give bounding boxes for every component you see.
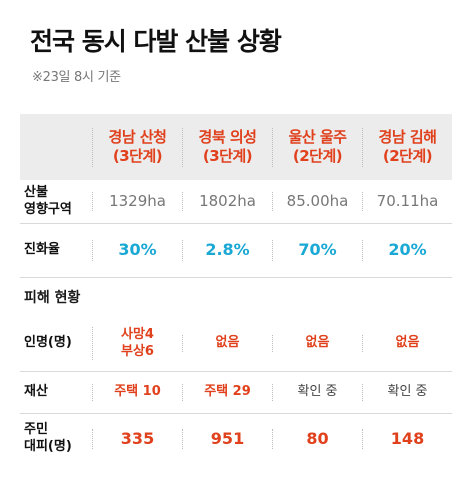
row-label-line: 대피(명) [24, 439, 72, 454]
table-header-row: 경남 산청 (3단계) 경북 의성 (3단계) 울산 울주 (2단계) 경남 김… [20, 114, 452, 180]
area-value: 1802ha [182, 191, 272, 212]
area-value: 85.00ha [272, 191, 362, 212]
region-name: 경남 산청 [108, 127, 167, 146]
casualty-injuries: 부상6 [121, 343, 154, 359]
containment-value: 70% [272, 240, 362, 261]
row-label-line: 주민 [24, 422, 48, 438]
row-label-containment: 진화율 [24, 242, 60, 258]
containment-value: 20% [362, 240, 452, 261]
casualty-value: 사망4 부상6 [92, 326, 182, 361]
property-value: 확인 중 [362, 384, 452, 401]
evacuation-value: 335 [92, 428, 182, 450]
section-label-damage: 피해 현황 [24, 290, 81, 306]
area-value: 70.11ha [362, 191, 452, 212]
evacuation-value: 148 [362, 428, 452, 450]
table-row-casualties: 인명(명) 사망4 부상6 없음 없음 없음 [20, 316, 452, 372]
table-row-affected-area: 산불 영향구역 1329ha 1802ha 85.00ha 70.11ha [20, 180, 452, 224]
property-value: 주택 10 [92, 384, 182, 401]
column-header-ulju: 울산 울주 (2단계) [272, 127, 362, 167]
table-row-property: 재산 주택 10 주택 29 확인 중 확인 중 [20, 372, 452, 414]
area-value: 1329ha [92, 191, 182, 212]
region-name: 울산 울주 [288, 127, 347, 146]
row-label-property: 재산 [24, 384, 48, 400]
casualty-value: 없음 [272, 335, 362, 352]
page-title: 전국 동시 다발 산불 상황 [30, 27, 282, 56]
containment-value: 30% [92, 240, 182, 261]
alert-level: (2단계) [292, 147, 343, 165]
casualty-value: 없음 [362, 335, 452, 352]
alert-level: (3단계) [112, 147, 163, 165]
evacuation-value: 951 [182, 428, 272, 450]
column-header-uiseong: 경북 의성 (3단계) [182, 127, 272, 167]
alert-level: (3단계) [202, 147, 253, 165]
property-value: 확인 중 [272, 384, 362, 401]
region-name: 경남 김해 [378, 127, 437, 146]
column-header-gimhae: 경남 김해 (2단계) [362, 127, 452, 167]
table-row-containment: 진화율 30% 2.8% 70% 20% [20, 224, 452, 278]
column-header-sancheong: 경남 산청 (3단계) [92, 127, 182, 167]
row-label-affected-area: 산불 영향구역 [20, 185, 92, 219]
table-row-evacuation: 주민 대피(명) 335 951 80 148 [20, 414, 452, 464]
section-header-damage: 피해 현황 [20, 278, 452, 316]
alert-level: (2단계) [382, 147, 433, 165]
casualty-deaths: 사망4 [121, 326, 154, 342]
casualty-value: 없음 [182, 335, 272, 352]
row-label-line: 영향구역 [24, 201, 72, 217]
fire-status-table: 경남 산청 (3단계) 경북 의성 (3단계) 울산 울주 (2단계) 경남 김… [20, 114, 452, 464]
timestamp-note: ※23일 8시 기준 [32, 70, 121, 85]
evacuation-value: 80 [272, 428, 362, 450]
row-label-casualties: 인명(명) [24, 335, 72, 351]
region-name: 경북 의성 [198, 127, 257, 146]
row-label-evacuation: 주민 대피(명) [20, 422, 92, 456]
property-value: 주택 29 [182, 384, 272, 401]
containment-value: 2.8% [182, 240, 272, 261]
row-label-line: 산불 [24, 184, 48, 200]
